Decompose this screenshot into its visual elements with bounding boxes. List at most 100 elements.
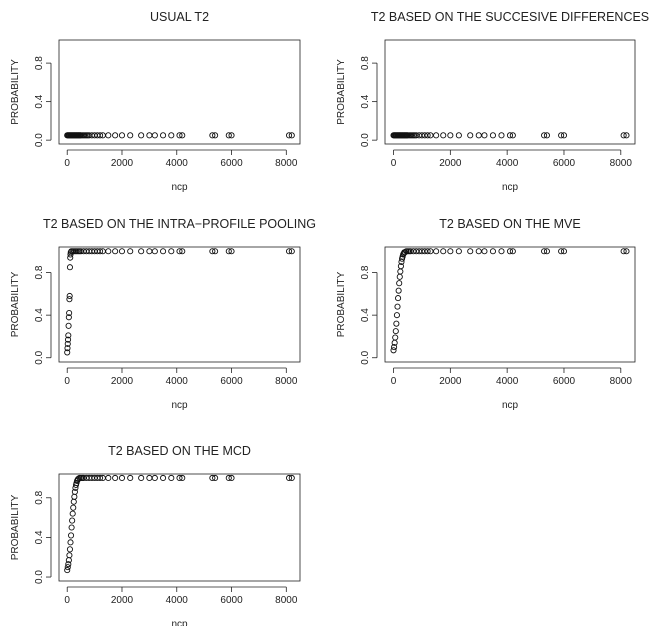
data-point [112, 248, 119, 255]
x-tick-label: 8000 [275, 376, 298, 387]
data-point [397, 263, 404, 270]
data-point [118, 132, 126, 139]
data-point [440, 248, 447, 255]
y-tick-label: 0.0 [34, 350, 45, 364]
x-tick-label: 2000 [439, 376, 462, 387]
data-point [118, 248, 126, 255]
data-point [151, 132, 158, 139]
data-point [541, 132, 548, 139]
data-point [413, 132, 420, 139]
data-point [97, 248, 104, 255]
data-point [455, 248, 462, 255]
data-point [288, 474, 295, 482]
x-tick-label: 6000 [220, 158, 243, 169]
data-point [413, 248, 420, 255]
data-point [118, 474, 126, 482]
data-point [209, 132, 216, 139]
data-point [481, 248, 488, 255]
x-axis-label: ncp [171, 400, 188, 411]
data-point [97, 132, 104, 139]
data-point [558, 132, 565, 139]
data-point [285, 132, 293, 139]
plot-frame [384, 246, 636, 363]
x-tick-label: 6000 [220, 376, 243, 387]
x-tick-label: 8000 [275, 595, 298, 606]
data-point [395, 295, 402, 302]
data-point [160, 474, 167, 482]
y-tick-label: 0.4 [34, 308, 45, 322]
data-point [498, 132, 505, 139]
data-point [396, 280, 403, 287]
data-point [225, 248, 232, 255]
data-point [424, 248, 431, 255]
data-point [509, 248, 516, 255]
data-point [467, 132, 474, 139]
y-axis-label: PROBABILITY [10, 59, 21, 125]
chart-title: T2 BASED ON THE SUCCESIVE DIFFERENCES [371, 10, 649, 24]
data-point [498, 248, 505, 255]
data-point [416, 248, 423, 255]
data-point [285, 474, 293, 482]
data-point [66, 296, 73, 303]
data-point [179, 474, 186, 482]
data-point [112, 132, 119, 139]
data-point [421, 248, 428, 255]
plot-frame [58, 246, 301, 363]
x-tick-label: 0 [391, 376, 397, 387]
plot-frame [384, 39, 636, 145]
data-point [66, 292, 73, 300]
x-tick-label: 2000 [111, 158, 134, 169]
data-point [68, 532, 75, 539]
data-point [407, 248, 414, 255]
data-point [105, 474, 112, 482]
data-point [65, 314, 72, 321]
y-tick-label: 0.8 [360, 265, 371, 279]
data-point [424, 132, 431, 139]
y-tick-label: 0.8 [360, 56, 371, 70]
data-point [285, 248, 293, 255]
data-point [67, 539, 74, 546]
data-point [447, 248, 454, 255]
x-tick-label: 6000 [553, 376, 576, 387]
data-point [467, 248, 474, 255]
x-tick-label: 2000 [111, 595, 134, 606]
data-point [410, 248, 417, 255]
data-point [440, 132, 447, 139]
data-point [64, 349, 71, 356]
data-point [68, 524, 75, 531]
y-axis-label: PROBABILITY [336, 271, 347, 337]
data-point [393, 312, 400, 319]
data-point [64, 567, 71, 574]
data-point [212, 132, 219, 139]
data-point [427, 132, 434, 139]
data-point [209, 474, 216, 482]
data-point [475, 248, 482, 255]
y-axis-label: PROBABILITY [10, 494, 21, 560]
x-tick-label: 6000 [553, 158, 576, 169]
data-point [560, 248, 568, 255]
data-point [489, 132, 497, 139]
data-point [560, 132, 568, 139]
data-point [620, 248, 627, 255]
x-tick-label: 8000 [275, 158, 298, 169]
data-point [509, 132, 516, 139]
data-point [168, 248, 175, 255]
x-tick-label: 6000 [220, 595, 243, 606]
data-point [160, 132, 167, 139]
data-point [127, 474, 134, 482]
data-point [394, 303, 401, 310]
data-point [160, 248, 167, 255]
data-point [433, 132, 440, 139]
y-tick-label: 0.8 [34, 265, 45, 279]
x-tick-label: 0 [64, 158, 70, 169]
data-point [212, 474, 219, 482]
data-point [105, 132, 112, 139]
x-tick-label: 4000 [166, 158, 189, 169]
data-point [418, 132, 425, 139]
data-point [71, 488, 78, 495]
data-point [66, 264, 74, 271]
y-axis-label: PROBABILITY [10, 271, 21, 337]
y-tick-label: 0.4 [34, 94, 45, 108]
y-tick-label: 0.8 [34, 56, 45, 70]
